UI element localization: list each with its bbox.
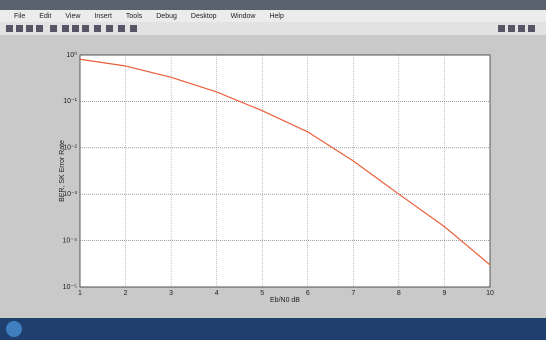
toolbar <box>0 22 546 35</box>
menu-item[interactable]: Edit <box>39 13 51 20</box>
start-button[interactable] <box>6 321 22 337</box>
x-tick-label: 4 <box>215 290 219 297</box>
x-tick-label: 3 <box>169 290 173 297</box>
y-tick-label: 10⁻⁴ <box>63 237 78 244</box>
menu-item[interactable]: Insert <box>94 13 112 20</box>
x-tick-label: 2 <box>124 290 128 297</box>
menu-item[interactable]: Help <box>269 13 284 20</box>
menu-item[interactable]: View <box>65 13 81 20</box>
y-tick-label: 10⁻¹ <box>63 98 77 105</box>
menu-item[interactable]: File <box>14 13 25 20</box>
taskbar <box>0 318 546 340</box>
y-tick-label: 10⁻⁵ <box>63 284 77 291</box>
x-tick-label: 10 <box>486 290 494 297</box>
y-tick-label: 10⁰ <box>66 51 77 59</box>
menu-item[interactable]: Desktop <box>191 13 217 20</box>
x-tick-label: 7 <box>351 290 355 297</box>
menu-item[interactable]: Tools <box>126 13 143 20</box>
y-axis-label: BER, SK Error Rate <box>59 140 66 202</box>
menu-item[interactable]: Debug <box>156 13 177 20</box>
x-tick-label: 9 <box>442 290 446 297</box>
page: File Edit View Insert Tools Debug Desktop Windo… <box>0 0 546 340</box>
axes <box>80 55 490 287</box>
menu-item[interactable]: Window <box>231 13 257 20</box>
screen: File Edit View Insert Tools Debug Desktop Windo… <box>0 0 546 340</box>
x-axis-label: Eb/N0 dB <box>270 297 300 304</box>
x-tick-label: 6 <box>306 290 310 297</box>
title-bar <box>0 0 546 10</box>
x-tick-label: 8 <box>397 290 401 297</box>
x-tick-label: 1 <box>78 290 82 297</box>
x-tick-label: 5 <box>260 290 264 297</box>
